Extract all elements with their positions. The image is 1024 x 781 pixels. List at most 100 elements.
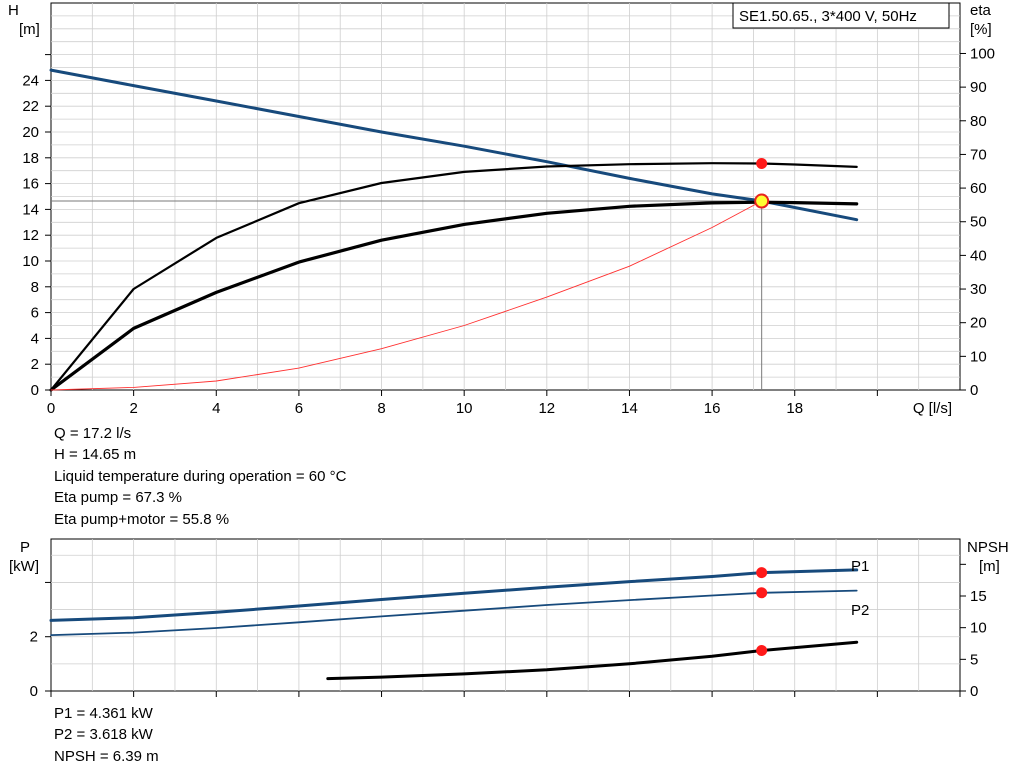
flow-axis: 0 2 4 6 8 10 12 14 16 18 xyxy=(47,390,878,417)
power-tick-label: 0 xyxy=(30,683,38,700)
flow-tick-label: 14 xyxy=(621,400,638,417)
power-axis: 02 xyxy=(30,581,51,700)
top-chart-grid xyxy=(50,2,961,391)
top-chart-labels: H[m] eta [%] Q [l/s] SE1.50.65., 3*400 V, 50… xyxy=(8,2,992,417)
flow-tick-label: 2 xyxy=(129,400,137,417)
eta-axis-title: eta xyxy=(970,2,992,19)
head-axis-title: H xyxy=(8,2,19,19)
npsh-axis: 0 5 10 15 xyxy=(960,563,987,700)
npsh-tick-label: 0 xyxy=(970,683,978,700)
operating-info-row-value: 14.65 m xyxy=(81,446,137,464)
eta-tick-label: 10 xyxy=(970,348,987,365)
operating-point-info: Q = 17.2 l/s H = 14.65 m Liquid temperatur… xyxy=(54,423,346,530)
chart-title: SE1.50.65., 3*400 V, 50Hz xyxy=(739,8,917,25)
operating-info-row-label: Eta pump+motor = xyxy=(54,510,183,528)
chart-title-box xyxy=(732,2,950,29)
duty-point-marker xyxy=(756,587,768,599)
head-tick-label: 0 xyxy=(31,382,39,399)
power-info-row: P2 = 3.618 kW xyxy=(54,724,159,745)
npsh-curve xyxy=(326,640,859,681)
eta-tick-label: 20 xyxy=(970,315,987,332)
operating-info-row-label: Q = xyxy=(54,425,83,442)
flow-tick-label: 18 xyxy=(786,400,803,417)
eta-axis: 0 10 20 30 40 50 60 70 80 90 100 xyxy=(960,45,995,399)
operating-info-row-value: 17.2 l/s xyxy=(82,425,132,442)
eta-tick-label: 30 xyxy=(970,281,987,298)
operating-info-row: Eta pump = 67.3 % xyxy=(54,487,346,508)
operating-info-row: H = 14.65 m xyxy=(54,444,346,465)
power-axis-title: P xyxy=(20,539,30,556)
power-info-row: P1 = 4.361 kW xyxy=(54,703,159,724)
bottom-chart-labels: P [kW] NPSH [m] P1 P2 xyxy=(9,539,1009,619)
eta-tick-label: 70 xyxy=(970,146,987,163)
eta-tick-label: 100 xyxy=(970,45,995,62)
operating-info-row: Q = 17.2 l/s xyxy=(54,423,346,444)
npsh-axis-unit: [m] xyxy=(979,558,1000,575)
eta-tick-label: 80 xyxy=(970,113,987,130)
power-info-row-label: P2 = xyxy=(54,726,90,744)
power-tick-label: 2 xyxy=(30,629,38,646)
operating-info-row: Eta pump+motor = 55.8 % xyxy=(54,509,346,530)
duty-point-marker xyxy=(756,645,768,657)
operating-info-row-value: 55.8 % xyxy=(182,510,230,528)
power-info-row-label: P1 = xyxy=(54,705,90,722)
head-tick-label: 12 xyxy=(22,227,39,244)
head-tick-label: 22 xyxy=(22,98,39,115)
flow-tick-label: 0 xyxy=(47,400,55,417)
power-info: P1 = 4.361 kW P2 = 3.618 kW NPSH = 6.39 m xyxy=(54,703,159,767)
head-tick-label: 10 xyxy=(22,253,39,270)
flow-tick-label: 10 xyxy=(456,400,473,417)
npsh-tick-label: 15 xyxy=(970,588,987,605)
eta-tick-label: 0 xyxy=(970,382,978,399)
npsh-tick-label: 10 xyxy=(970,620,987,637)
p1-curve xyxy=(49,568,859,622)
head-tick-label: 6 xyxy=(31,305,39,322)
operating-info-row-label: Eta pump = xyxy=(54,489,136,507)
power-info-row: NPSH = 6.39 m xyxy=(54,746,159,767)
flow-tick-label: 8 xyxy=(377,400,385,417)
power-info-row-label: NPSH = xyxy=(54,747,113,765)
head-tick-label: 16 xyxy=(22,176,39,193)
p2-curve xyxy=(50,589,858,636)
eta-tick-label: 40 xyxy=(970,247,987,264)
flow-tick-label: 12 xyxy=(538,400,555,417)
top-chart-duty-markers xyxy=(754,158,770,209)
npsh-axis-title: NPSH xyxy=(967,539,1009,556)
head-tick-label: 14 xyxy=(22,201,39,218)
flow-axis-title: Q [l/s] xyxy=(913,400,952,417)
p2-series-label: P2 xyxy=(851,602,869,619)
eta-pump-curve xyxy=(49,162,858,392)
power-axis-unit: [kW] xyxy=(9,558,39,575)
head-tick-label: 2 xyxy=(31,356,39,373)
operating-info-row-label: Liquid temperature during operation = xyxy=(54,467,309,485)
bottom-chart-duty-markers xyxy=(756,567,768,657)
power-info-row-value: 3.618 kW xyxy=(89,726,153,744)
eta-axis-unit: [%] xyxy=(970,21,992,38)
operating-point-marker xyxy=(754,193,770,209)
eta-tick-label: 90 xyxy=(970,79,987,96)
eta-tick-label: 50 xyxy=(970,214,987,231)
npsh-tick-label: 5 xyxy=(970,651,978,668)
operating-info-row: Liquid temperature during operation = 60… xyxy=(54,466,346,487)
head-tick-label: 18 xyxy=(22,150,39,167)
operating-info-row-label: H = xyxy=(54,446,82,464)
flow-tick-label: 6 xyxy=(295,400,303,417)
head-tick-label: 20 xyxy=(22,124,39,141)
head-tick-label: 8 xyxy=(31,279,39,296)
operating-info-row-value: 67.3 % xyxy=(135,489,183,507)
power-info-row-value: 4.361 kW xyxy=(89,705,153,722)
head-tick-label: 24 xyxy=(22,72,39,89)
head-curve xyxy=(49,68,859,222)
duty-point-marker xyxy=(756,158,768,170)
bottom-chart-grid xyxy=(50,538,961,697)
flow-tick-label: 4 xyxy=(212,400,220,417)
bottom-chart-series xyxy=(49,568,859,681)
p1-series-label: P1 xyxy=(851,558,869,575)
head-axis-unit: [m] xyxy=(19,21,40,38)
flow-tick-label: 16 xyxy=(704,400,721,417)
eta-tick-label: 60 xyxy=(970,180,987,197)
